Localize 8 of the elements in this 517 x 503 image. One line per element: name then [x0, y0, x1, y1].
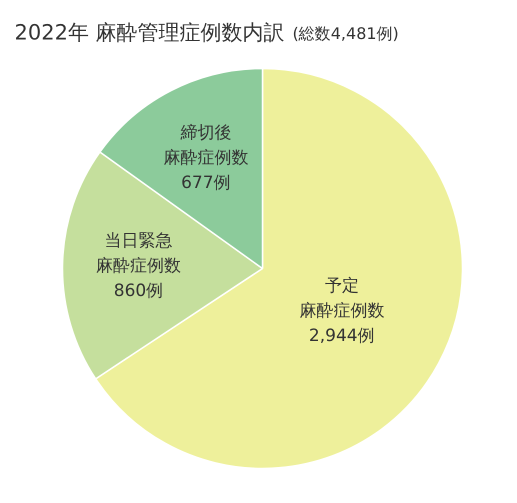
slice-label: 締切後麻酔症例数	[163, 123, 248, 168]
data-label: 677例	[181, 173, 231, 194]
slice-label: 予定麻酔症例数	[299, 276, 384, 322]
chart-title: 2022年 麻酔管理症例数内訳	[14, 20, 285, 44]
chart-subtitle: (総数4,481例)	[292, 24, 399, 43]
data-label: 860例	[114, 281, 164, 302]
data-label: 2,944例	[308, 326, 375, 346]
slice-label: 当日緊急麻酔症例数	[96, 231, 182, 276]
